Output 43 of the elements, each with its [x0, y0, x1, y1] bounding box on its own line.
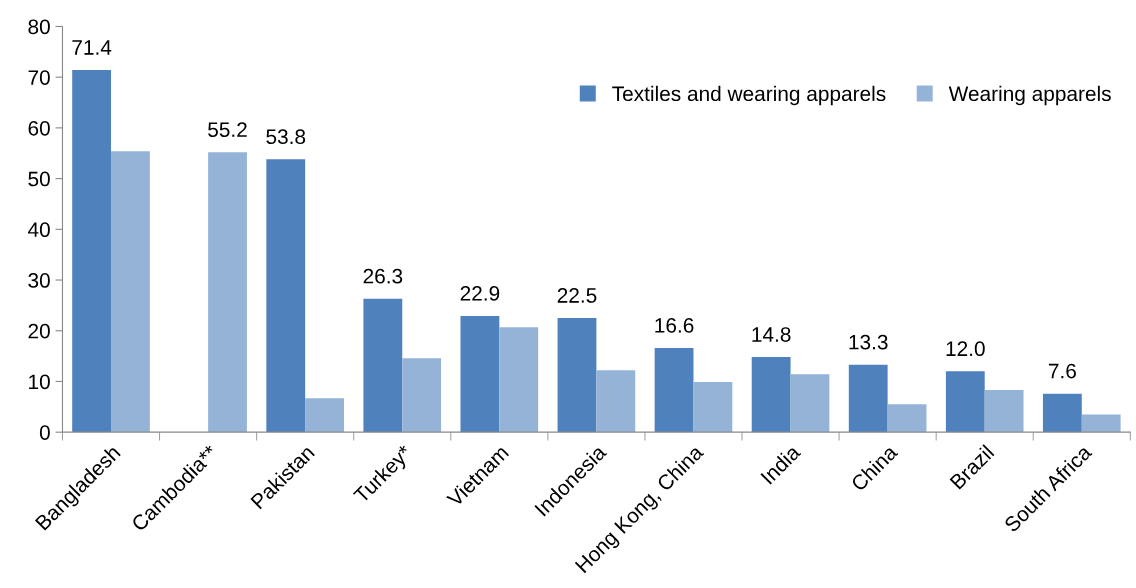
data-label: 16.6	[655, 318, 694, 333]
data-label: 55.2	[208, 122, 247, 137]
bar	[111, 151, 150, 433]
bar	[790, 374, 830, 433]
y-tick-label: 80	[28, 19, 50, 35]
bar	[984, 390, 1024, 433]
bar	[1081, 414, 1121, 433]
bar	[208, 152, 247, 433]
bar	[654, 347, 694, 433]
bar	[72, 70, 112, 433]
bar	[693, 381, 733, 433]
data-label: 12.0	[946, 341, 985, 357]
bar	[363, 298, 403, 433]
data-label: 26.3	[363, 268, 403, 284]
bar	[460, 316, 500, 433]
bar	[499, 327, 539, 433]
legend-label: Textiles and wearing apparels	[612, 85, 886, 106]
data-label: 7.6	[1048, 363, 1076, 379]
bar	[557, 318, 597, 433]
bar	[945, 371, 985, 433]
y-tick-label: 20	[28, 323, 50, 339]
data-label: 53.8	[266, 129, 306, 145]
data-label: 22.5	[557, 288, 597, 303]
data-label: 71.4	[72, 40, 112, 55]
y-tick-label: 40	[27, 222, 50, 238]
bar	[848, 364, 888, 433]
y-tick-label: 30	[28, 273, 50, 288]
bar	[1042, 393, 1082, 433]
bar	[305, 398, 344, 433]
bar	[751, 357, 791, 433]
bar	[266, 159, 306, 433]
data-label: 14.8	[752, 327, 791, 342]
y-tick-label: 70	[28, 70, 50, 85]
data-label: 13.3	[849, 334, 888, 350]
bar	[402, 358, 442, 433]
legend-label: Wearing apparels	[948, 85, 1111, 106]
y-tick-label: 0	[39, 425, 50, 440]
y-tick-label: 60	[28, 120, 50, 136]
bar	[596, 370, 636, 433]
data-label: 22.9	[460, 286, 500, 301]
y-tick-label: 10	[29, 374, 50, 390]
bar	[887, 404, 927, 433]
y-tick-label: 50	[28, 171, 50, 187]
